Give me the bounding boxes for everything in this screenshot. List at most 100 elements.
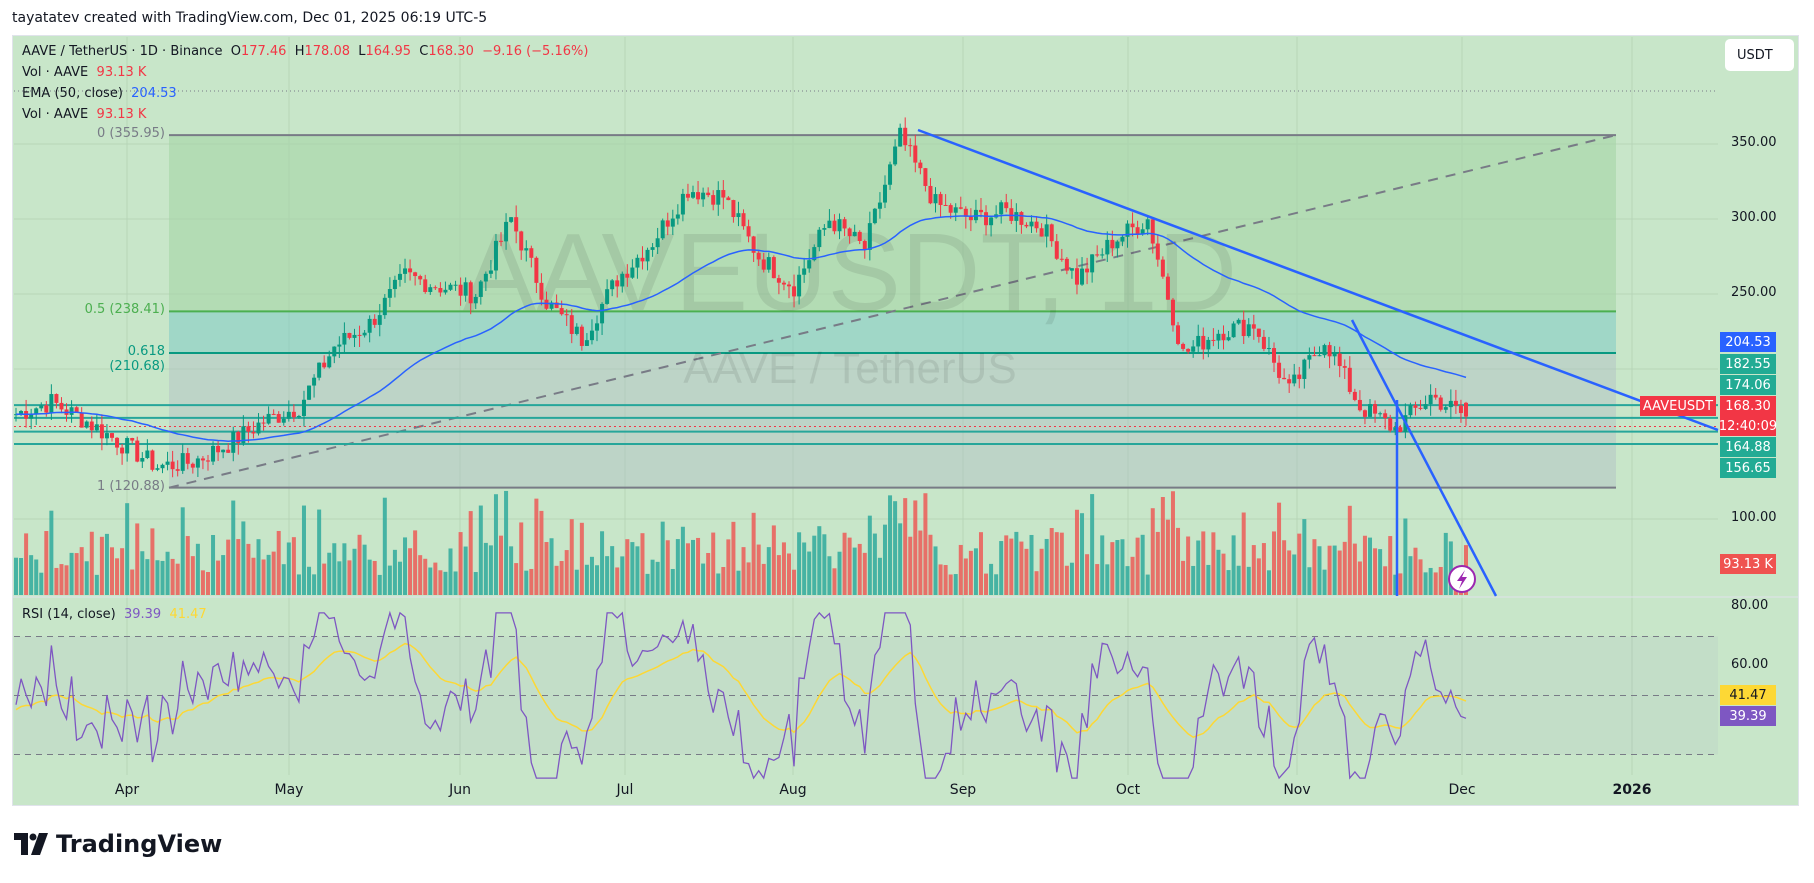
volume-bar (84, 561, 89, 595)
time-axis-label: Jun (449, 782, 471, 798)
candle-body (499, 240, 504, 242)
volume-bar (231, 500, 236, 595)
volume-bar (342, 543, 347, 595)
candle-body (1458, 405, 1463, 414)
candle-body (99, 424, 104, 439)
candle-body (802, 268, 807, 275)
volume-bar (79, 547, 84, 595)
volume-bar (882, 524, 887, 595)
volume-bar (600, 531, 605, 595)
candle-body (1165, 276, 1170, 300)
volume-bar (1120, 539, 1125, 595)
tradingview-logo[interactable]: TradingView (14, 830, 222, 858)
candle-body (862, 240, 867, 250)
candle-body (468, 282, 473, 304)
volume-bar (205, 571, 210, 595)
candle-body (458, 284, 463, 296)
candle-body (382, 297, 387, 316)
volume-bar (822, 534, 827, 595)
volume-bar (104, 533, 109, 595)
volume-bar (352, 548, 357, 595)
volume-bar (827, 556, 832, 595)
volume-bar (155, 560, 160, 595)
volume-bar (948, 574, 953, 595)
volume-bar (433, 562, 438, 595)
candle-body (1206, 339, 1211, 350)
time-axis-label: Aug (779, 782, 807, 798)
candle-body (1135, 227, 1140, 235)
candle-body (953, 207, 958, 213)
volume-bar (1393, 574, 1398, 595)
volume-bar (1009, 538, 1014, 595)
candle-body (1413, 405, 1418, 408)
candle-body (478, 281, 483, 297)
volume-bar (347, 560, 352, 595)
candle-body (893, 146, 898, 165)
volume-bar (645, 573, 650, 595)
candle-body (882, 184, 887, 203)
candle-body (857, 231, 862, 241)
candle-body (1221, 333, 1226, 341)
candle-body (504, 221, 509, 242)
lightning-icon[interactable] (1448, 565, 1476, 593)
candle-body (1226, 337, 1231, 341)
volume-label: Vol · AAVE (22, 65, 89, 80)
candle-body (766, 257, 771, 270)
volume-bar (1216, 549, 1221, 595)
volume-bar (984, 573, 989, 595)
candle-body (155, 468, 160, 470)
candle-body (246, 426, 251, 432)
volume-bar (1039, 548, 1044, 595)
volume-bar (49, 510, 54, 595)
volume-bar (675, 539, 680, 595)
volume-bar (569, 519, 574, 595)
volume-bar (635, 546, 640, 595)
candle-body (938, 194, 943, 205)
time-axis-label: Sep (949, 782, 977, 798)
volume-bar (64, 565, 69, 595)
volume-bar (246, 543, 251, 595)
rsi-legend[interactable]: RSI (14, close) 39.39 41.47 (22, 607, 207, 622)
symbol-title[interactable]: AAVE / TetherUS · 1D · Binance (22, 44, 223, 59)
candle-body (584, 340, 589, 346)
candle-body (812, 247, 817, 261)
volume-bar (1337, 550, 1342, 595)
volume-bar (605, 556, 610, 595)
currency-button[interactable]: USDT (1725, 39, 1794, 71)
volume-bar (317, 509, 322, 595)
candle-body (1272, 348, 1277, 363)
ema-legend[interactable]: EMA (50, close) 204.53 (22, 86, 177, 101)
volume-bar (1241, 512, 1246, 595)
candle-body (822, 228, 827, 230)
volume-bar (792, 569, 797, 595)
candle-body (1090, 254, 1095, 273)
candle-body (514, 217, 519, 232)
volume-bar (150, 528, 155, 595)
candle-body (1307, 355, 1312, 360)
volume-bar (200, 570, 205, 595)
volume-legend-2[interactable]: Vol · AAVE 93.13 K (22, 107, 146, 122)
time-axis-label: May (274, 782, 304, 798)
volume-bar (1246, 566, 1251, 595)
candle-body (1236, 319, 1241, 324)
candle-body (377, 315, 382, 325)
candle-body (741, 213, 746, 227)
tradingview-logo-icon (14, 833, 48, 855)
candle-body (1074, 268, 1079, 285)
candle-body (200, 458, 205, 461)
candle-body (1443, 407, 1448, 410)
volume-bar (74, 553, 79, 595)
candle-body (347, 332, 352, 338)
candle-body (776, 278, 781, 283)
volume-bar (24, 533, 29, 595)
volume-legend[interactable]: Vol · AAVE 93.13 K (22, 65, 146, 80)
candle-body (1140, 229, 1145, 235)
candle-body (104, 433, 109, 439)
volume-bar (691, 539, 696, 595)
volume-bar (832, 568, 837, 595)
volume-bar (493, 494, 498, 595)
fib-label: 0.5 (238.41) (84, 302, 165, 318)
candle-body (509, 217, 514, 222)
candle-body (1080, 268, 1085, 285)
